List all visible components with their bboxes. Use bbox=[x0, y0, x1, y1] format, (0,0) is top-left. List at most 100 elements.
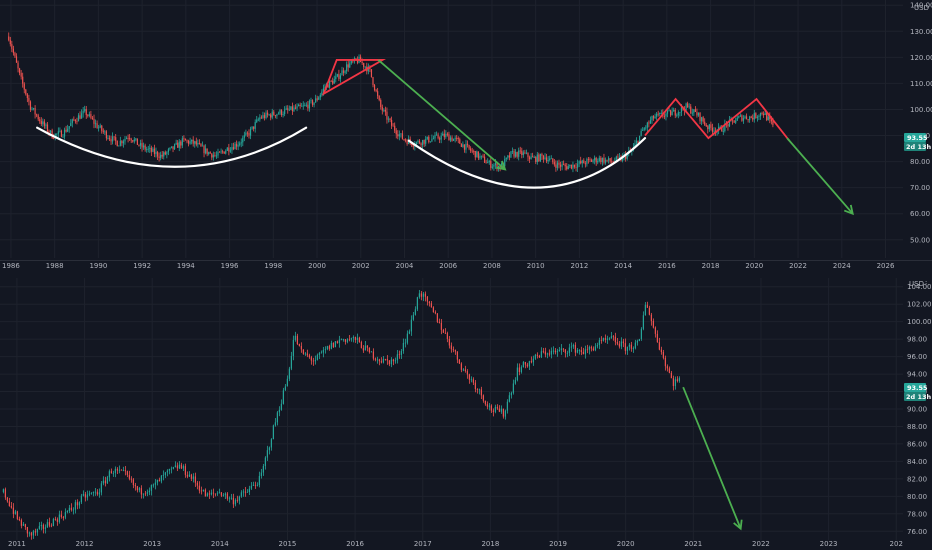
candle-body bbox=[192, 139, 194, 144]
candle-body bbox=[239, 143, 241, 146]
candle-body bbox=[292, 340, 294, 356]
candle-body bbox=[352, 60, 354, 62]
candle-body bbox=[203, 145, 205, 154]
candle-body bbox=[29, 101, 32, 110]
candle-body bbox=[86, 494, 88, 498]
candle-body bbox=[606, 159, 608, 161]
candle-body bbox=[548, 353, 550, 355]
candle-body bbox=[321, 91, 323, 95]
candle-body bbox=[176, 465, 178, 469]
candle-body bbox=[772, 121, 774, 126]
candle-body bbox=[161, 154, 163, 157]
candle-body bbox=[133, 139, 135, 142]
candle-body bbox=[406, 333, 408, 343]
candle-body bbox=[480, 155, 483, 157]
x-tick-label: 1990 bbox=[89, 262, 107, 270]
candle-body bbox=[106, 477, 108, 484]
candle-body bbox=[96, 491, 98, 495]
candle-body bbox=[226, 147, 228, 151]
candle-body bbox=[240, 492, 242, 497]
candle-body bbox=[462, 144, 464, 147]
candle-body bbox=[464, 369, 466, 372]
bottom-currency-label: USD bbox=[909, 280, 924, 288]
candle-body bbox=[637, 140, 639, 143]
candle-body bbox=[59, 130, 61, 132]
candle-body bbox=[364, 66, 366, 68]
candle-body bbox=[650, 314, 652, 321]
candle-body bbox=[122, 141, 125, 144]
candle-body bbox=[144, 145, 146, 150]
candle-body bbox=[700, 117, 703, 122]
bottom-time-axis[interactable]: 2011 2012 2013 2014 2015 2016 2017 2018 2019 2020… bbox=[8, 540, 903, 548]
top-currency-label: USD bbox=[914, 4, 929, 12]
candle-body bbox=[79, 115, 81, 119]
candle-body bbox=[335, 76, 337, 80]
candle-body bbox=[458, 359, 460, 364]
candle-body bbox=[490, 405, 492, 411]
candle-body bbox=[425, 139, 427, 144]
candle-body bbox=[533, 157, 535, 158]
candle-body bbox=[225, 150, 227, 154]
candle-body bbox=[685, 103, 687, 112]
candle-body bbox=[82, 494, 84, 496]
candle-body bbox=[406, 140, 408, 144]
candle-body bbox=[80, 113, 83, 119]
candle-body bbox=[504, 410, 506, 417]
bottom-menu-icon[interactable]: ⁝ bbox=[925, 280, 927, 288]
candle-body bbox=[72, 509, 74, 511]
candle-body bbox=[12, 48, 14, 53]
candle-body bbox=[398, 354, 400, 356]
candle-body bbox=[373, 84, 376, 90]
candle-body bbox=[78, 502, 80, 506]
candle-body bbox=[473, 150, 475, 152]
candle-body bbox=[750, 116, 752, 118]
candle-body bbox=[25, 89, 27, 95]
candle-body bbox=[590, 159, 593, 162]
candle-body bbox=[518, 150, 520, 157]
candle-body bbox=[246, 132, 249, 134]
candle-body bbox=[436, 313, 438, 322]
candle-body bbox=[212, 155, 214, 158]
candle-body bbox=[704, 121, 706, 125]
top-price-chart[interactable]: 1986 1988 1990 1992 1994 1996 1998 2000 2002 2004… bbox=[0, 0, 932, 270]
candle-body bbox=[253, 126, 255, 129]
bottom-price-chart[interactable]: 2011 2012 2013 2014 2015 2016 2017 2018 2019 2020… bbox=[0, 278, 932, 548]
x-tick-label: 2012 bbox=[570, 262, 588, 270]
candle-body bbox=[311, 100, 314, 105]
candle-body bbox=[502, 408, 504, 417]
candle-body bbox=[262, 465, 264, 473]
candle-body bbox=[288, 109, 290, 111]
candle-body bbox=[330, 342, 332, 349]
candle-body bbox=[160, 475, 162, 482]
candle-body bbox=[566, 166, 568, 170]
candle-body bbox=[316, 98, 318, 100]
cup-curve bbox=[36, 126, 308, 168]
candle-body bbox=[290, 355, 292, 369]
x-tick-label: 2004 bbox=[396, 262, 414, 270]
candle-body bbox=[410, 319, 412, 332]
candle-body bbox=[40, 121, 42, 125]
candle-body bbox=[76, 502, 78, 506]
candle-body bbox=[666, 366, 668, 369]
candle-body bbox=[23, 83, 25, 90]
candle-body bbox=[635, 140, 638, 144]
candle-body bbox=[576, 350, 578, 353]
candle-body bbox=[268, 114, 270, 116]
candle-body bbox=[674, 109, 676, 116]
candle-body bbox=[9, 40, 11, 45]
candle-body bbox=[454, 137, 456, 139]
candle-body bbox=[556, 162, 559, 168]
candle-body bbox=[561, 164, 563, 167]
x-tick-label: 2016 bbox=[346, 540, 364, 548]
candle-body bbox=[378, 95, 380, 101]
candle-body bbox=[654, 327, 656, 334]
candle-body bbox=[380, 100, 382, 108]
candle-body bbox=[270, 439, 272, 448]
candle-body bbox=[44, 527, 46, 529]
candle-body bbox=[340, 339, 342, 341]
candle-body bbox=[190, 474, 192, 479]
candle-body bbox=[350, 60, 352, 64]
candle-body bbox=[582, 351, 584, 355]
candle-body bbox=[197, 142, 199, 145]
top-time-axis[interactable]: 1986 1988 1990 1992 1994 1996 1998 2000 2002 2004… bbox=[2, 262, 895, 270]
